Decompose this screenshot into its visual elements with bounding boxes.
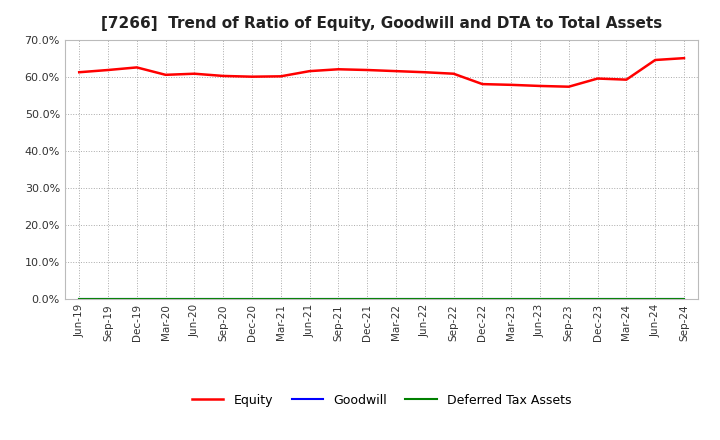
Equity — [219, 73, 228, 79]
Line: Equity: Equity — [79, 58, 684, 87]
Equity — [651, 57, 660, 62]
Equity — [276, 73, 285, 79]
Goodwill — [392, 297, 400, 302]
Deferred Tax Assets — [449, 297, 458, 302]
Equity — [564, 84, 573, 89]
Deferred Tax Assets — [507, 297, 516, 302]
Title: [7266]  Trend of Ratio of Equity, Goodwill and DTA to Total Assets: [7266] Trend of Ratio of Equity, Goodwil… — [101, 16, 662, 32]
Deferred Tax Assets — [593, 297, 602, 302]
Deferred Tax Assets — [680, 297, 688, 302]
Equity — [190, 71, 199, 77]
Equity — [478, 81, 487, 87]
Goodwill — [161, 297, 170, 302]
Goodwill — [190, 297, 199, 302]
Deferred Tax Assets — [104, 297, 112, 302]
Goodwill — [276, 297, 285, 302]
Deferred Tax Assets — [363, 297, 372, 302]
Equity — [507, 82, 516, 88]
Deferred Tax Assets — [651, 297, 660, 302]
Goodwill — [104, 297, 112, 302]
Deferred Tax Assets — [334, 297, 343, 302]
Equity — [132, 65, 141, 70]
Goodwill — [449, 297, 458, 302]
Deferred Tax Assets — [622, 297, 631, 302]
Goodwill — [248, 297, 256, 302]
Equity — [622, 77, 631, 82]
Deferred Tax Assets — [161, 297, 170, 302]
Goodwill — [593, 297, 602, 302]
Equity — [104, 67, 112, 73]
Equity — [593, 76, 602, 81]
Deferred Tax Assets — [392, 297, 400, 302]
Deferred Tax Assets — [75, 297, 84, 302]
Equity — [248, 74, 256, 79]
Goodwill — [680, 297, 688, 302]
Legend: Equity, Goodwill, Deferred Tax Assets: Equity, Goodwill, Deferred Tax Assets — [187, 389, 576, 411]
Goodwill — [507, 297, 516, 302]
Deferred Tax Assets — [219, 297, 228, 302]
Goodwill — [651, 297, 660, 302]
Goodwill — [305, 297, 314, 302]
Equity — [392, 69, 400, 74]
Goodwill — [75, 297, 84, 302]
Deferred Tax Assets — [305, 297, 314, 302]
Goodwill — [334, 297, 343, 302]
Deferred Tax Assets — [276, 297, 285, 302]
Equity — [536, 83, 544, 88]
Deferred Tax Assets — [536, 297, 544, 302]
Goodwill — [219, 297, 228, 302]
Goodwill — [622, 297, 631, 302]
Equity — [680, 55, 688, 61]
Goodwill — [478, 297, 487, 302]
Equity — [305, 69, 314, 74]
Deferred Tax Assets — [248, 297, 256, 302]
Goodwill — [564, 297, 573, 302]
Deferred Tax Assets — [190, 297, 199, 302]
Equity — [363, 67, 372, 73]
Equity — [420, 70, 429, 75]
Deferred Tax Assets — [132, 297, 141, 302]
Goodwill — [363, 297, 372, 302]
Equity — [75, 70, 84, 75]
Equity — [449, 71, 458, 77]
Equity — [161, 72, 170, 77]
Goodwill — [420, 297, 429, 302]
Deferred Tax Assets — [478, 297, 487, 302]
Deferred Tax Assets — [564, 297, 573, 302]
Goodwill — [132, 297, 141, 302]
Equity — [334, 66, 343, 72]
Deferred Tax Assets — [420, 297, 429, 302]
Goodwill — [536, 297, 544, 302]
